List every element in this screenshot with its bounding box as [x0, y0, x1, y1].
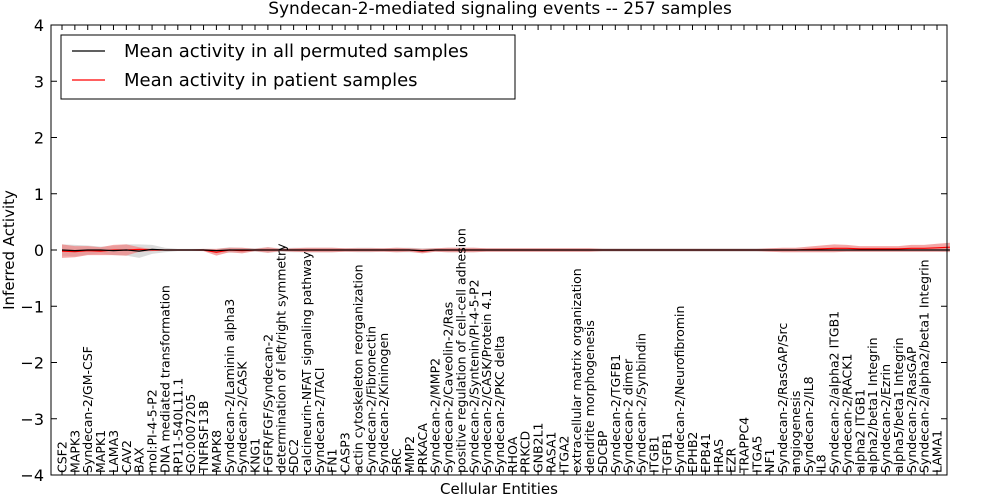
x-tick-label: FN1 [325, 449, 340, 474]
x-tick-label: Syndecan-2/CASK [235, 361, 250, 473]
x-tick-label: Syndecan-2/alpha2/beta1 Integrin [917, 259, 932, 473]
series-lines [61, 246, 950, 253]
x-tick-label: MAPK1 [93, 430, 108, 473]
y-axis-label: Inferred Activity [0, 190, 18, 310]
x-tick-label: Syndecan-2/Kininogen [376, 333, 391, 473]
x-tick-label: MAPK8 [209, 430, 224, 473]
x-tick-label: LAMA1 [930, 430, 945, 473]
x-tick-label: alpha5/beta1 Integrin [891, 337, 906, 473]
x-tick-label: BAX [132, 447, 147, 473]
x-tick-label: Syndecan-2/TACI [312, 368, 327, 473]
x-tick-label: calcineurin-NFAT signaling pathway [299, 251, 314, 473]
x-tick-label: TNFRSF13B [196, 401, 211, 474]
x-tick-label: alpha2 ITGB1 [852, 389, 867, 473]
x-tick-label: GNB2L1 [531, 423, 546, 473]
plot-frame [50, 24, 948, 476]
x-tick-label: Syndecan-2/MMP2 [428, 358, 443, 473]
y-tick-label: 4 [34, 16, 44, 35]
legend-box [60, 34, 516, 100]
x-tick-label: positive regulation of cell-cell adhesio… [453, 228, 468, 473]
x-tick-label: TGFB1 [659, 432, 674, 474]
x-tick-label: IL8 [814, 454, 829, 473]
x-tick-label: Syndecan-2/RasGAP [904, 346, 919, 473]
x-tick-label: MMP2 [402, 436, 417, 473]
x-tick-label: mol:PI-4-5-P2 [145, 389, 160, 473]
x-tick-label: DNA mediated transformation [157, 285, 172, 473]
x-tick-label: Syndecan-2/IL8 [801, 376, 816, 473]
y-tick-label: 1 [34, 185, 44, 204]
x-tick-label: actin cytoskeleton reorganization [351, 264, 366, 473]
y-tick-label: −2 [20, 354, 44, 373]
x-tick-label: Syndecan-2/Neurofibromin [672, 306, 687, 473]
x-tick-label: Syndecan-2/Caveolin-2/Ras [441, 302, 456, 473]
x-tick-label: PRKCD [518, 431, 533, 473]
x-tick-label: ITGA5 [749, 435, 764, 473]
x-tick-label: LAMA3 [106, 430, 121, 473]
x-tick-label: Syndecan-2/RasGAP/Src [775, 323, 790, 473]
y-tick-label: 2 [34, 129, 44, 148]
x-tick-label: PRKACA [415, 423, 430, 473]
x-tick-label: Syndecan-2/alpha2 ITGB1 [827, 311, 842, 473]
x-tick-label: RASA1 [544, 432, 559, 473]
x-tick-label: extracellular matrix organization [569, 268, 584, 473]
x-tick-label: SDC2 [286, 439, 301, 473]
y-tick-label: −3 [20, 410, 44, 429]
y-tick-label: −4 [20, 466, 44, 485]
x-tick-label: Syndecan-2/Synbindin [634, 333, 649, 473]
y-tick-label: 3 [34, 72, 44, 91]
x-tick-label: Syndecan-2/TGFB1 [608, 354, 623, 473]
legend: Mean activity in all permuted samples Me… [60, 34, 516, 100]
x-tick-label: ITGB1 [646, 435, 661, 473]
x-tick-label: Syndecan-2/CASK/Protein 4.1 [479, 290, 494, 473]
line-permuted [61, 248, 950, 252]
x-tick-label: GO:0007205 [183, 394, 198, 473]
x-tick-label: SDCBP [595, 430, 610, 473]
x-tick-label: SRC [389, 448, 404, 473]
x-tick-label: RP11-540L11.1 [170, 378, 185, 473]
x-tick-label: Syndecan-2/Syntenin/PI-4-5-P2 [466, 279, 481, 473]
x-tick-label: FGFR/FGF/Syndecan-2 [260, 334, 275, 473]
x-tick-label: EPB41 [698, 433, 713, 473]
x-tick-label: Syndecan-2 dimer [621, 358, 636, 473]
x-tick-label: Syndecan-2/Fibronectin [363, 326, 378, 473]
x-tick-label: Syndecan-2/GM-CSF [80, 346, 95, 473]
x-tick-label: KNG1 [248, 438, 263, 473]
x-tick-label: Syndecan-2/PKC delta [492, 336, 507, 473]
x-tick-label: alpha2/beta1 Integrin [865, 337, 880, 473]
legend-label-permuted: Mean activity in all permuted samples [124, 41, 468, 62]
x-tick-label: CAV2 [119, 440, 134, 473]
x-tick-label: angiogenesis [788, 391, 803, 473]
x-tick-label: determination of left/right symmetry [273, 243, 288, 473]
x-tick-label: RHOA [505, 436, 520, 473]
x-tick-label: Syndecan-2/Laminin alpha3 [222, 299, 237, 473]
x-tick-label: MAPK3 [67, 430, 82, 473]
y-tick-label: −1 [20, 297, 44, 316]
x-axis-label: Cellular Entities [440, 480, 558, 498]
x-tick-label: ITGA2 [556, 435, 571, 473]
y-tick-label: 0 [34, 241, 44, 260]
x-tick-label: EPHB2 [685, 432, 700, 473]
x-tick-label: Syndecan-2/RACK1 [839, 354, 854, 473]
x-tick-label: dendrite morphogenesis [582, 320, 597, 473]
x-tick-label: CASP3 [338, 432, 353, 473]
x-tick-label: NF1 [762, 449, 777, 474]
chart-title: Syndecan-2-mediated signaling events -- … [268, 0, 732, 19]
legend-label-patient: Mean activity in patient samples [124, 70, 418, 91]
x-tick-label: Syndecan-2/Ezrin [878, 364, 893, 473]
x-tick-label: CSF2 [55, 441, 70, 473]
x-tick-label: TRAPPC4 [737, 417, 752, 474]
x-ticks: CSF2MAPK3Syndecan-2/GM-CSFMAPK1LAMA3CAV2… [55, 25, 945, 475]
x-tick-label: HRAS [711, 439, 726, 473]
x-tick-label: EZR [724, 448, 739, 473]
